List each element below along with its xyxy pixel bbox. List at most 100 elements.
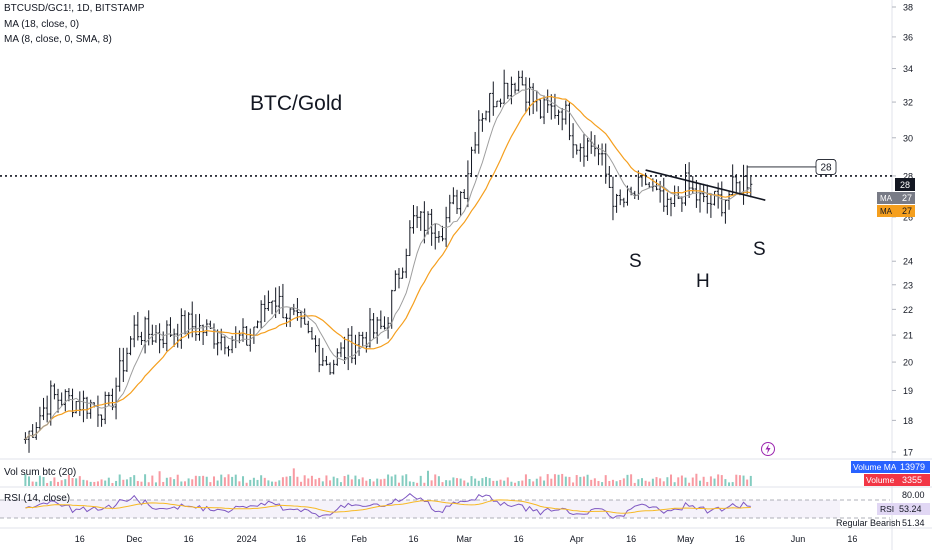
volume-bar [673,482,676,486]
ohlc-bar [332,359,336,375]
ohlc-bar [531,83,535,115]
time-tick-label: May [677,534,695,544]
volume-bar [336,478,339,486]
ohlc-bar [578,143,582,162]
volume-bar [125,479,128,486]
ohlc-bar [709,193,713,218]
ohlc-bar [100,414,104,427]
volume-bar [561,473,564,486]
ohlc-bar [455,189,459,214]
volume-bar [528,479,531,486]
volume-bar [86,480,89,486]
ohlc-bar [241,318,245,342]
volume-bar [626,474,629,486]
ohlc-bar [470,146,474,178]
volume-bar [31,481,34,486]
volume-bar [521,480,524,486]
volume-bar [485,476,488,486]
price-tick-label: 38 [903,3,913,13]
volume-bars [24,468,752,486]
time-tick-label: 16 [626,534,636,544]
ohlc-bar [310,327,314,340]
volume-bar [318,477,321,486]
price-tick-label: 22 [903,305,913,315]
ohlc-bar [197,313,201,341]
volume-bar [252,477,255,486]
time-axis[interactable]: 16 Dec 16 2024 16 Feb 16 Mar 16 Apr 16 May 16 Jun 16 [75,534,858,544]
volume-bar [655,477,658,486]
ohlc-bar [582,134,586,167]
volume-bar [738,475,741,486]
volume-bar [67,474,70,486]
price-tick-label: 30 [903,133,913,143]
breakout-label-box[interactable] [815,159,837,175]
ohlc-bar [38,406,42,431]
volume-bar [615,481,618,486]
price-axis[interactable]: 38 36 34 32 30 28 26 24 23 22 21 20 19 18 17 [892,3,913,458]
ohlc-bar [114,377,118,420]
ohlc-bar [321,347,325,367]
volume-bar [151,475,154,486]
rsi-value-badge [896,503,930,515]
volume-bar [38,475,41,486]
volume-bar [71,478,74,486]
volume-bar [165,477,168,486]
volume-bar [289,476,292,486]
ohlc-bar [288,308,292,328]
volume-bar [637,479,640,486]
ohlc-bar [346,328,350,371]
volume-bar [597,480,600,486]
volume-bar [492,480,495,486]
volume-bar [176,474,179,486]
ohlc-bar [292,303,296,316]
volume-bar [24,474,27,486]
volume-bar [183,481,186,486]
volume-bar [670,474,673,486]
volume-bar [735,474,738,486]
volume-bar [274,481,277,486]
volume-bar [187,478,190,486]
rsi-badge-label: RSI [880,504,894,514]
ohlc-bar [451,187,455,205]
volume-bar [452,477,455,486]
ohlc-bar [433,223,437,250]
volume-bar [717,474,720,486]
neckline-trendline[interactable] [645,169,766,201]
ohlc-bar [306,320,310,334]
volume-bar [28,476,31,486]
volume-bar [604,475,607,486]
volume-bar [590,479,593,486]
ohlc-bar [234,326,238,349]
volume-bar [372,481,375,486]
volume-bar [249,479,252,486]
volume-bar [557,474,560,486]
volume-bar [321,481,324,486]
volume-bar [579,476,582,486]
volume-bar [742,475,745,486]
ohlc-bar [165,320,169,352]
ohlc-bar [401,267,405,279]
rsi-badge [877,503,896,515]
ohlc-bar [132,315,136,348]
ohlc-bar [194,314,198,341]
volume-bar [684,477,687,486]
ohlc-bar [205,319,209,337]
volume-bar [234,474,237,486]
ohlc-bar [658,180,662,203]
symbol-title: BTCUSD/GC1!, 1D, BITSTAMP [4,3,145,14]
volume-bar [677,477,680,486]
volume-bar [394,474,397,486]
ohlc-bar [437,230,441,243]
ohlc-bar [299,310,303,328]
lightning-icon[interactable] [761,442,775,456]
price-tick-label: 21 [903,331,913,341]
volume-bar [532,481,535,486]
volume-bar [194,475,197,486]
ohlc-bar [665,192,669,216]
ohlc-bar [183,310,187,335]
volume-bar [524,474,527,486]
time-tick-label: Feb [351,534,367,544]
volume-bar [688,482,691,486]
volume-bar [477,480,480,486]
